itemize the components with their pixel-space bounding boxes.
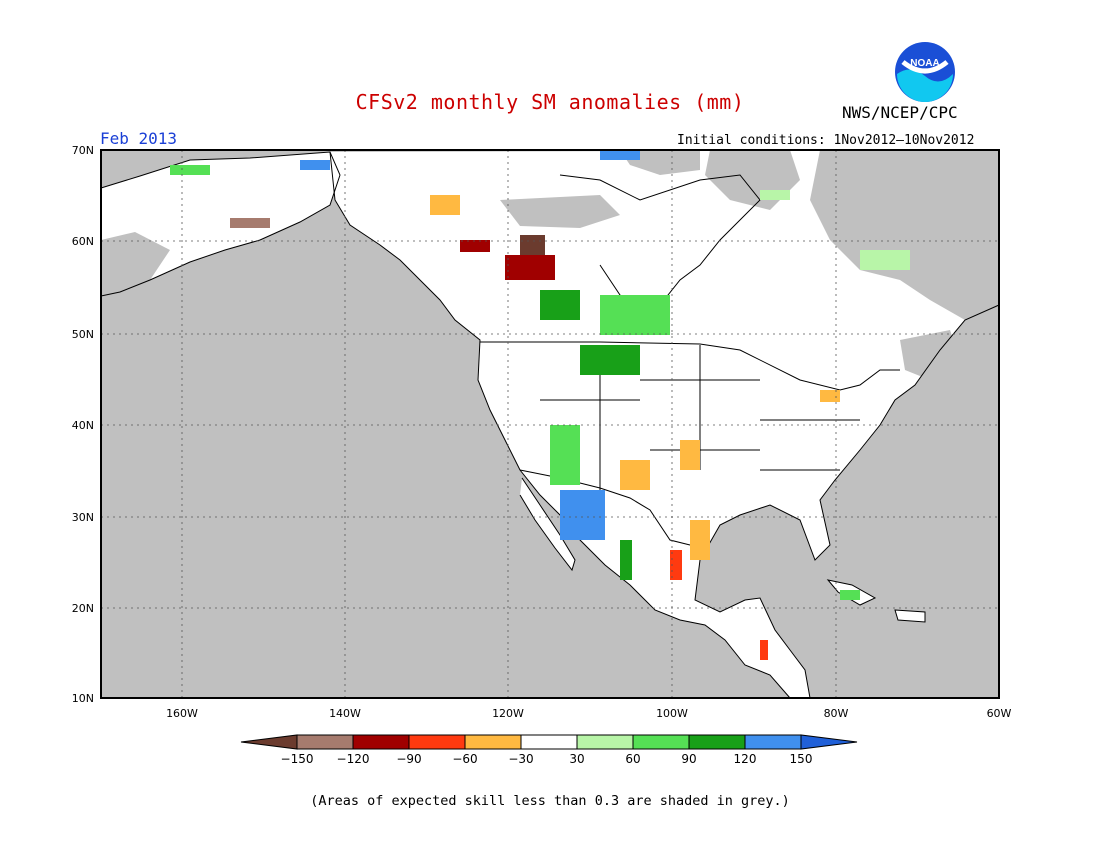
colorbar-arrow-low [240, 734, 298, 750]
anomaly-cells [170, 150, 910, 660]
colorbar-bin [744, 734, 802, 750]
colorbar-bin [632, 734, 690, 750]
borders [100, 151, 1000, 699]
initial-conditions-label: Initial conditions: 1Nov2012–10Nov2012 [677, 133, 975, 148]
colorbar-bin [688, 734, 746, 750]
skill-footnote: (Areas of expected skill less than 0.3 a… [310, 793, 790, 809]
colorbar-label: −150 [281, 752, 314, 766]
lon-label: 140W [329, 707, 361, 720]
low-skill-regions [101, 150, 999, 380]
colorbar-label: −60 [452, 752, 477, 766]
agency-label: NWS/NCEP/CPC [842, 103, 958, 122]
north-america-land [330, 150, 999, 698]
noaa-logo: NOAA [895, 42, 955, 102]
month-label: Feb 2013 [100, 129, 178, 148]
colorbar-label: 150 [790, 752, 813, 766]
longitude-labels: 160W 140W 120W 100W 80W 60W [166, 707, 1011, 720]
baja-land [520, 478, 575, 570]
lon-label: 120W [492, 707, 524, 720]
colorbar-label: 120 [734, 752, 757, 766]
lat-label: 20N [72, 602, 94, 615]
colorbar: −150 −120 −90 −60 −30 30 60 90 120 150 [240, 734, 858, 766]
map-border [100, 149, 1000, 699]
colorbar-bin [576, 734, 634, 750]
lat-label: 10N [72, 692, 94, 705]
colorbar-label: −30 [508, 752, 533, 766]
colorbar-bin [352, 734, 410, 750]
colorbar-label: −90 [396, 752, 421, 766]
hispaniola-land [895, 610, 925, 622]
lon-label: 100W [656, 707, 688, 720]
colorbar-label: −120 [337, 752, 370, 766]
colorbar-bin [296, 734, 354, 750]
lat-label: 60N [72, 235, 94, 248]
colorbar-label: 30 [569, 752, 584, 766]
colorbar-label: 60 [625, 752, 640, 766]
lat-label: 30N [72, 511, 94, 524]
colorbar-bin [408, 734, 466, 750]
lon-label: 60W [987, 707, 1012, 720]
lon-label: 160W [166, 707, 198, 720]
lon-label: 80W [824, 707, 849, 720]
graticule [101, 150, 999, 698]
colorbar-label: 90 [681, 752, 696, 766]
lat-label: 70N [72, 144, 94, 157]
lat-label: 40N [72, 419, 94, 432]
lat-label: 50N [72, 328, 94, 341]
chart-title: CFSv2 monthly SM anomalies (mm) [355, 90, 745, 114]
noaa-logo-text: NOAA [910, 58, 939, 69]
colorbar-bin [520, 734, 578, 750]
colorbar-arrow-high [800, 734, 858, 750]
latitude-labels: 70N 60N 50N 40N 30N 20N 10N [72, 144, 94, 705]
colorbar-bin [464, 734, 522, 750]
